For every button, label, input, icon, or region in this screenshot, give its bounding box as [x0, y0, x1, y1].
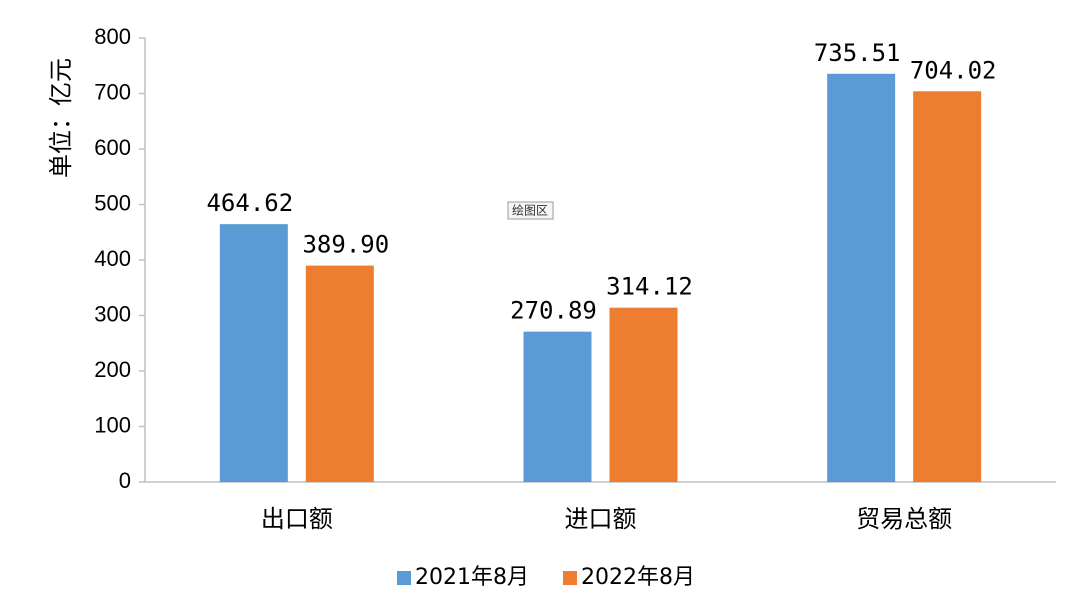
x-category-label: 进口额 [565, 505, 637, 533]
plot-area-tag-box [507, 201, 554, 220]
bar-value-label: 704.02 [910, 56, 997, 84]
bar-value-label: 735.51 [814, 39, 901, 67]
x-axis-categories: 出口额 进口额 贸易总额 [261, 505, 952, 533]
bar [827, 73, 896, 483]
y-tick-label: 400 [94, 246, 131, 271]
bar [609, 307, 678, 482]
legend-label: 2021年8月 [415, 565, 529, 590]
y-tick-label: 200 [94, 357, 131, 382]
x-category-label: 贸易总额 [856, 505, 952, 533]
legend-label: 2022年8月 [581, 565, 695, 590]
y-tick-label: 600 [94, 135, 131, 160]
bar-value-label: 270.89 [510, 297, 597, 325]
y-tick-label: 300 [94, 301, 131, 326]
y-tick-label: 700 [94, 79, 131, 104]
plot-area-tag: 绘图区 [507, 201, 554, 220]
legend-swatch [397, 571, 411, 585]
bar [523, 331, 592, 482]
bar [219, 224, 288, 482]
bars: 464.62 389.90 270.89 314.12 735.51 704.02 [206, 39, 997, 483]
y-tick-label: 0 [119, 468, 131, 493]
bar [305, 265, 374, 482]
legend-swatch [563, 571, 577, 585]
bar-value-label: 389.90 [302, 231, 389, 259]
y-tick-label: 100 [94, 412, 131, 437]
y-axis-label: 单位：亿元 [47, 58, 75, 178]
y-tick-label: 500 [94, 190, 131, 215]
legend: 2021年8月 2022年8月 [397, 565, 695, 590]
plot-area-tag-label: 绘图区 [512, 203, 548, 218]
y-axis-ticks: 0 100 200 300 400 500 600 700 800 [94, 24, 145, 493]
y-tick-label: 800 [94, 24, 131, 49]
bar-value-label: 464.62 [206, 189, 293, 217]
bar [913, 91, 982, 483]
x-category-label: 出口额 [261, 505, 333, 533]
y-axis-label-group: 单位：亿元 [47, 58, 75, 178]
bar-value-label: 314.12 [606, 273, 693, 301]
